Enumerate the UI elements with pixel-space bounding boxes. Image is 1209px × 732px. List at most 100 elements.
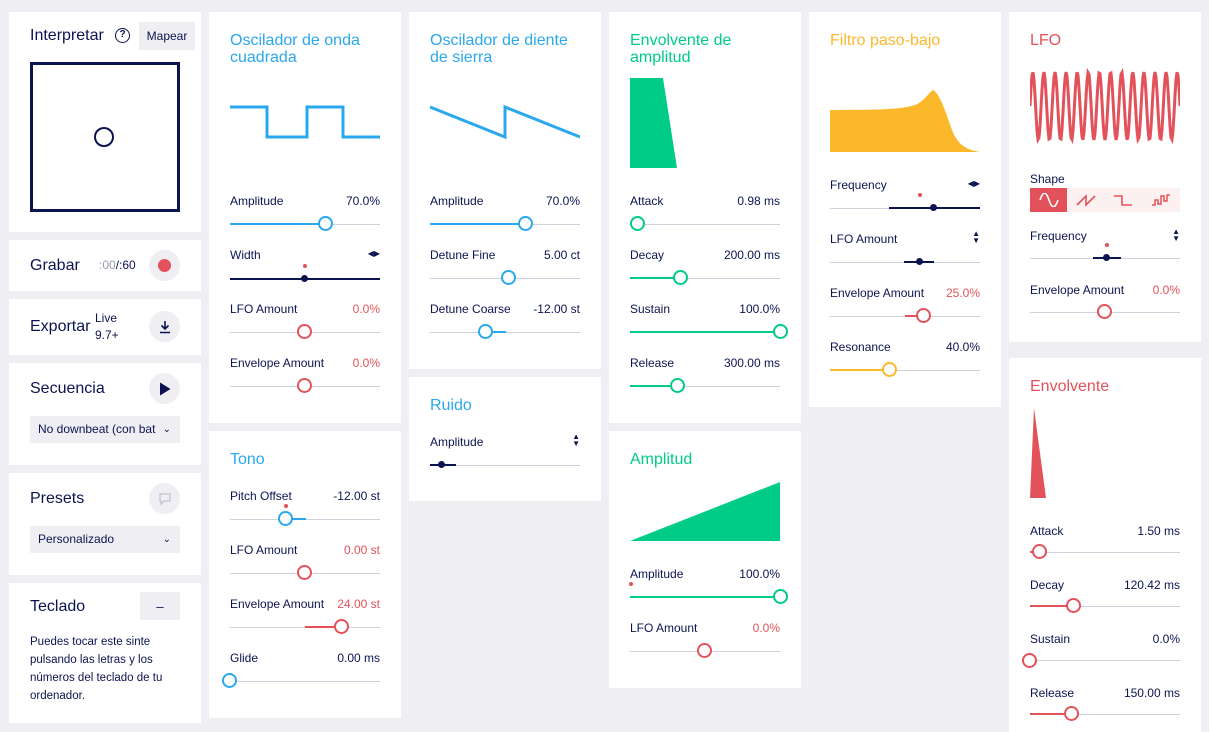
left-right-arrows-icon[interactable]: ◀▶ bbox=[367, 249, 380, 258]
slider-track[interactable] bbox=[230, 681, 380, 682]
record-time-current: :00 bbox=[99, 258, 116, 272]
interpretar-title: Interpretar bbox=[30, 27, 104, 44]
slider-fill bbox=[486, 331, 506, 333]
secuencia-panel: Secuencia No downbeat (con bat ⌄ bbox=[9, 363, 201, 465]
slider-knob[interactable] bbox=[297, 324, 312, 339]
slider-knob[interactable] bbox=[673, 270, 688, 285]
param-label: Width bbox=[230, 248, 261, 262]
xy-pad-handle[interactable] bbox=[94, 127, 114, 147]
slider-knob[interactable] bbox=[438, 461, 445, 468]
xy-pad[interactable] bbox=[30, 62, 180, 212]
lowpass-filter-title: Filtro paso-bajo bbox=[830, 32, 941, 49]
comment-button[interactable] bbox=[149, 483, 180, 514]
slider-knob[interactable] bbox=[773, 324, 788, 339]
shape-sine-button[interactable] bbox=[1030, 188, 1067, 212]
slider-knob[interactable] bbox=[518, 216, 533, 231]
help-circle-icon[interactable]: ? bbox=[115, 28, 130, 43]
slider-knob[interactable] bbox=[670, 378, 685, 393]
slider-knob[interactable] bbox=[1032, 544, 1047, 559]
param-value: 0.0% bbox=[352, 356, 380, 370]
slider-knob[interactable] bbox=[297, 378, 312, 393]
shape-square-button[interactable] bbox=[1104, 188, 1141, 212]
saw-wave-display bbox=[430, 104, 580, 140]
slider-knob[interactable] bbox=[1097, 304, 1112, 319]
lfo-wave-display bbox=[1030, 68, 1180, 144]
up-down-arrows-icon[interactable]: ▲ ▼ bbox=[572, 432, 580, 448]
download-button[interactable] bbox=[149, 311, 180, 342]
slider-fill bbox=[230, 223, 326, 225]
param-value: 0.98 ms bbox=[737, 194, 780, 208]
shape-saw-button[interactable] bbox=[1067, 188, 1104, 212]
param-label: Envelope Amount bbox=[1030, 283, 1125, 297]
slider-track[interactable] bbox=[630, 224, 780, 225]
keyboard-toggle-button[interactable]: – bbox=[140, 592, 180, 620]
slider-knob[interactable] bbox=[916, 258, 923, 265]
slider-knob[interactable] bbox=[1022, 653, 1037, 668]
slider-knob[interactable] bbox=[1066, 598, 1081, 613]
slider-track[interactable] bbox=[1030, 660, 1180, 661]
slider-track[interactable] bbox=[830, 370, 980, 371]
lowpass-filter-panel: Filtro paso-bajo Frequency ◀▶ LFO Amount… bbox=[809, 12, 1001, 407]
map-button[interactable]: Mapear bbox=[139, 22, 195, 50]
slider-knob[interactable] bbox=[1064, 706, 1079, 721]
slider-knob[interactable] bbox=[630, 216, 645, 231]
slider-knob[interactable] bbox=[1103, 254, 1110, 261]
slider-knob[interactable] bbox=[222, 673, 237, 688]
amplitude-envelope-title: Envolvente de amplitud bbox=[630, 32, 732, 66]
saw-wave-icon bbox=[1075, 194, 1096, 207]
shape-random-button[interactable] bbox=[1141, 188, 1180, 212]
param-value: 0.0% bbox=[1152, 283, 1180, 297]
param-label: Frequency bbox=[830, 178, 887, 192]
sequence-select[interactable]: No downbeat (con bat ⌄ bbox=[30, 416, 180, 443]
slider-track[interactable] bbox=[430, 465, 580, 466]
slider-track[interactable] bbox=[630, 278, 780, 279]
record-button[interactable] bbox=[149, 250, 180, 281]
chevron-down-icon: ⌄ bbox=[162, 424, 171, 435]
slider-knob[interactable] bbox=[773, 589, 788, 604]
record-icon bbox=[158, 259, 171, 272]
slider-knob[interactable] bbox=[882, 362, 897, 377]
modulation-indicator bbox=[284, 504, 288, 508]
left-right-arrows-icon[interactable]: ◀▶ bbox=[967, 179, 980, 188]
slider-track[interactable] bbox=[1030, 714, 1180, 715]
param-label: Sustain bbox=[1030, 632, 1071, 646]
shape-label: Shape bbox=[1030, 172, 1065, 186]
slider-fill bbox=[630, 331, 780, 333]
param-label: Detune Fine bbox=[430, 248, 496, 262]
param-label: Glide bbox=[230, 651, 259, 665]
slider-track[interactable] bbox=[630, 386, 780, 387]
param-value: 70.0% bbox=[345, 194, 380, 208]
tono-title: Tono bbox=[230, 451, 265, 468]
param-value: 0.00 ms bbox=[337, 651, 380, 665]
param-label: Detune Coarse bbox=[430, 302, 511, 316]
slider-knob[interactable] bbox=[916, 308, 931, 323]
slider-knob[interactable] bbox=[478, 324, 493, 339]
slider-knob[interactable] bbox=[334, 619, 349, 634]
amplitude-ramp-display bbox=[630, 482, 780, 541]
square-oscillator-title: Oscilador de onda cuadrada bbox=[230, 32, 360, 66]
param-value: 24.00 st bbox=[337, 597, 380, 611]
modulation-envelope-panel: Envolvente Attack 1.50 ms Decay 120.42 m… bbox=[1009, 358, 1201, 732]
slider-knob[interactable] bbox=[501, 270, 516, 285]
slider-track[interactable] bbox=[1030, 606, 1180, 607]
slider-knob[interactable] bbox=[297, 565, 312, 580]
slider-knob[interactable] bbox=[318, 216, 333, 231]
lfo-title: LFO bbox=[1030, 32, 1062, 49]
slider-knob[interactable] bbox=[697, 643, 712, 658]
up-down-arrows-icon[interactable]: ▲ ▼ bbox=[972, 229, 980, 245]
param-value: -12.00 st bbox=[333, 489, 380, 503]
slider-track[interactable] bbox=[1030, 552, 1180, 553]
play-button[interactable] bbox=[149, 373, 180, 404]
param-value: 150.00 ms bbox=[1123, 686, 1180, 700]
param-label: Release bbox=[1030, 686, 1075, 700]
param-label: Attack bbox=[630, 194, 664, 208]
keyboard-description: Puedes tocar este sinte pulsando las let… bbox=[30, 636, 163, 702]
slider-fill bbox=[305, 626, 340, 628]
slider-knob[interactable] bbox=[301, 275, 308, 282]
slider-knob[interactable] bbox=[930, 204, 937, 211]
param-label: LFO Amount bbox=[230, 543, 298, 557]
slider-fill bbox=[1030, 605, 1074, 607]
up-down-arrows-icon[interactable]: ▲ ▼ bbox=[1172, 227, 1180, 243]
slider-knob[interactable] bbox=[278, 511, 293, 526]
presets-select[interactable]: Personalizado ⌄ bbox=[30, 526, 180, 553]
